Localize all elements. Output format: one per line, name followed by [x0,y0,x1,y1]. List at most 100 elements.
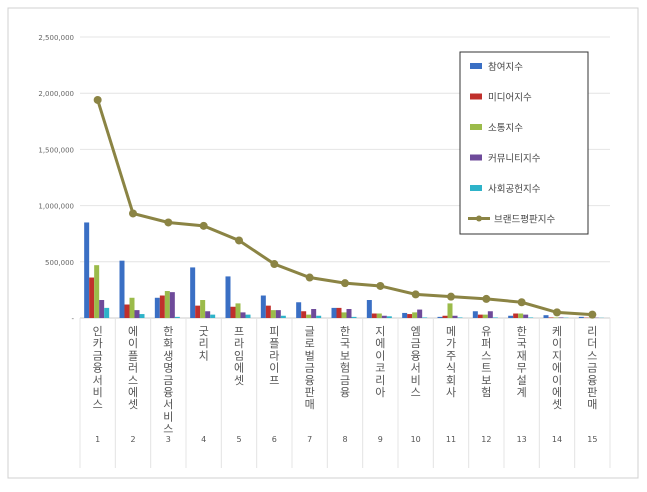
category-label: 프 [234,325,244,338]
brand-point [129,209,137,217]
category-label: 지 [375,325,385,338]
rank-label: 7 [307,435,312,444]
legend-label: 참여지수 [488,61,523,73]
category-label: 스 [163,423,173,436]
bar-3 [94,265,99,318]
category-label: 국 [517,337,527,350]
rank-label: 14 [552,435,562,444]
rank-label: 2 [130,435,135,444]
category-label: 금 [411,337,421,350]
bar-5 [528,317,533,318]
category-label: 퍼 [481,337,491,350]
category-label: 융 [305,374,315,387]
y-tick-label: 2,500,000 [38,34,74,42]
category-label: 굿 [199,325,209,338]
bar-4 [453,316,458,318]
brand-point [553,308,561,316]
bar-3 [554,317,559,318]
category-label: 벌 [305,349,315,362]
category-label: 리 [199,337,209,350]
bar-4 [347,309,352,318]
category-label: 지 [552,349,562,362]
category-label: 화 [163,337,173,350]
brand-point [94,96,102,104]
category-label: 이 [128,337,138,350]
category-label: 보 [340,349,350,362]
category-label: 금 [340,374,350,387]
bar-4 [559,317,564,318]
bar-1 [190,267,195,318]
category-label: 치 [199,349,209,362]
rank-label: 8 [342,435,347,444]
bar-4 [241,312,246,318]
brand-point [447,293,455,301]
bar-5 [422,317,427,318]
bar-2 [443,316,448,318]
bar-3 [518,314,523,318]
bar-1 [120,261,125,318]
bar-4 [488,311,493,318]
category-label: 사 [446,386,456,399]
bar-1 [438,317,443,318]
category-label: 에 [375,337,385,350]
category-label: 에 [552,386,562,399]
bar-5 [140,314,145,318]
y-tick-label: 1,500,000 [38,146,74,154]
bar-2 [301,311,306,318]
category-label: 이 [552,374,562,387]
bar-4 [417,310,422,318]
bar-1 [402,313,407,318]
bar-5 [352,317,357,318]
bar-1 [261,296,266,318]
brand-point [412,290,420,298]
category-label: 셋 [234,374,244,387]
category-label: 비 [93,386,103,399]
category-label: 보 [481,374,491,387]
category-label: 명 [163,362,173,375]
category-label: 융 [411,349,421,362]
brand-point [588,311,596,319]
bar-2 [407,314,412,318]
category-label: 융 [93,362,103,375]
brand-point [270,260,278,268]
category-label: 셋 [552,398,562,411]
legend-swatch [476,216,482,222]
category-label: 더 [587,337,597,350]
bar-3 [271,310,276,318]
category-label: 케 [552,325,562,338]
brand-point [376,282,384,290]
category-label: 스 [481,349,491,362]
legend-label: 미디어지수 [488,93,532,104]
category-label: 에 [552,362,562,375]
y-tick-label: 500,000 [45,259,74,267]
category-label: 매 [305,398,315,411]
category-label: 한 [340,325,350,338]
category-label: 금 [163,374,173,387]
bar-5 [210,315,215,318]
bar-1 [226,276,231,318]
bar-2 [513,314,518,318]
category-label: 아 [375,386,385,399]
bar-5 [281,316,286,318]
category-label: 가 [446,337,456,350]
bar-2 [125,305,130,318]
category-label: 한 [517,325,527,338]
category-label: 러 [128,362,138,375]
category-label: 엠 [411,325,421,338]
category-label: 인 [93,325,103,338]
legend [460,52,588,234]
category-label: 서 [93,374,103,387]
category-label: 셋 [128,398,138,411]
category-label: 식 [446,362,456,375]
brand-point [518,298,526,306]
category-label: 비 [411,374,421,387]
rank-label: 1 [95,435,100,444]
bar-4 [99,300,104,318]
category-label: 에 [128,325,138,338]
category-label: 비 [163,410,173,423]
rank-label: 13 [517,435,527,444]
category-label: 이 [552,337,562,350]
brand-point [482,295,490,303]
bar-5 [316,316,321,318]
brand-point [200,222,208,230]
